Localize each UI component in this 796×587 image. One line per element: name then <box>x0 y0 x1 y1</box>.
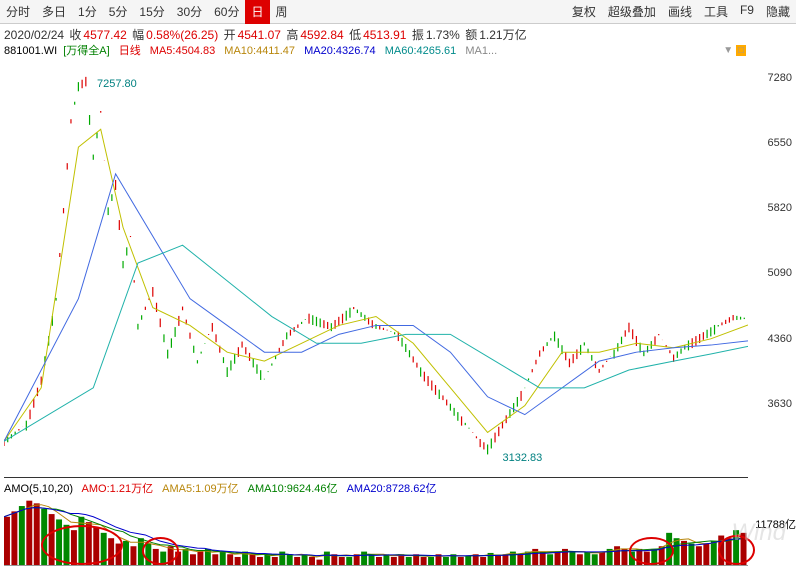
high-annotation: 7257.80 <box>97 78 137 90</box>
open-val: 4541.07 <box>238 28 281 42</box>
low-label: 低 <box>349 28 361 42</box>
ytick: 6550 <box>768 137 792 149</box>
volume-chart[interactable]: 11788亿 <box>4 498 748 566</box>
ytick: 7280 <box>768 72 792 84</box>
pct-val: 0.58%(26.25) <box>146 28 218 42</box>
ohlc-info: 2020/02/24 收4577.42 幅0.58%(26.25) 开4541.… <box>0 24 796 42</box>
ma-header: 881001.WI [万得全A] 日线 MA5:4504.83 MA10:4411… <box>0 42 796 58</box>
price-y-axis: 7280 6550 5820 5090 4360 3630 <box>752 58 792 477</box>
ma10: MA10:4411.47 <box>224 45 295 57</box>
tf-多日[interactable]: 多日 <box>36 3 72 20</box>
tf-1分[interactable]: 1分 <box>72 3 103 20</box>
close-label: 收 <box>69 28 81 42</box>
tool-复权[interactable]: 复权 <box>566 3 602 20</box>
amp-label: 振 <box>412 28 424 42</box>
amo-label: AMO(5,10,20) <box>4 483 73 495</box>
amount-label: 额 <box>465 28 477 42</box>
highlight-circle <box>41 525 123 565</box>
highlight-circle <box>142 537 179 565</box>
close-val: 4577.42 <box>83 28 126 42</box>
ma60: MA60:4265.61 <box>385 45 457 57</box>
highlight-circle <box>629 537 674 565</box>
toolbar-right: 复权超级叠加画线工具F9隐藏 <box>566 3 796 20</box>
ytick: 5820 <box>768 202 792 214</box>
amo: AMO:1.21万亿 <box>82 483 154 495</box>
tf-5分[interactable]: 5分 <box>103 3 134 20</box>
ma5: MA5:4504.83 <box>150 45 215 57</box>
tool-工具[interactable]: 工具 <box>698 3 734 20</box>
volume-info: AMO(5,10,20) AMO:1.21万亿 AMA5:1.09万亿 AMA1… <box>0 478 796 498</box>
tool-隐藏[interactable]: 隐藏 <box>760 3 796 20</box>
dropdown-icon[interactable]: ▼ □ <box>723 45 746 56</box>
timeframe-toolbar: 分时多日1分5分15分30分60分日周 复权超级叠加画线工具F9隐藏 <box>0 0 796 24</box>
pct-label: 幅 <box>132 28 144 42</box>
open-label: 开 <box>224 28 236 42</box>
tf-60分[interactable]: 60分 <box>208 3 245 20</box>
amp-val: 1.73% <box>426 28 460 42</box>
high-label: 高 <box>286 28 298 42</box>
ama10: AMA10:9624.46亿 <box>248 483 338 495</box>
name: [万得全A] <box>63 45 109 57</box>
code: 881001.WI <box>4 45 57 57</box>
amount-val: 1.21万亿 <box>479 28 526 42</box>
price-chart[interactable]: 728065505820509043603630 7257.80 3132.83 <box>4 58 748 478</box>
tool-画线[interactable]: 画线 <box>662 3 698 20</box>
tf-15分[interactable]: 15分 <box>133 3 170 20</box>
tf-日[interactable]: 日 <box>245 0 269 24</box>
low-annotation: 3132.83 <box>502 452 542 464</box>
ytick: 4360 <box>768 333 792 345</box>
ma-more: MA1... <box>465 45 497 57</box>
tf-周[interactable]: 周 <box>270 3 294 20</box>
period: 日线 <box>119 45 141 57</box>
tf-items: 分时多日1分5分15分30分60分日周 <box>0 0 294 23</box>
tf-30分[interactable]: 30分 <box>171 3 208 20</box>
low-val: 4513.91 <box>363 28 406 42</box>
tool-超级叠加[interactable]: 超级叠加 <box>602 3 662 20</box>
ytick: 3630 <box>768 398 792 410</box>
ama5: AMA5:1.09万亿 <box>162 483 238 495</box>
tool-F9[interactable]: F9 <box>734 3 760 20</box>
watermark: Wind <box>732 519 786 547</box>
date: 2020/02/24 <box>4 28 64 42</box>
high-val: 4592.84 <box>300 28 343 42</box>
ytick: 5090 <box>768 267 792 279</box>
ma20: MA20:4326.74 <box>304 45 376 57</box>
tf-分时[interactable]: 分时 <box>0 3 36 20</box>
ama20: AMA20:8728.62亿 <box>347 483 437 495</box>
